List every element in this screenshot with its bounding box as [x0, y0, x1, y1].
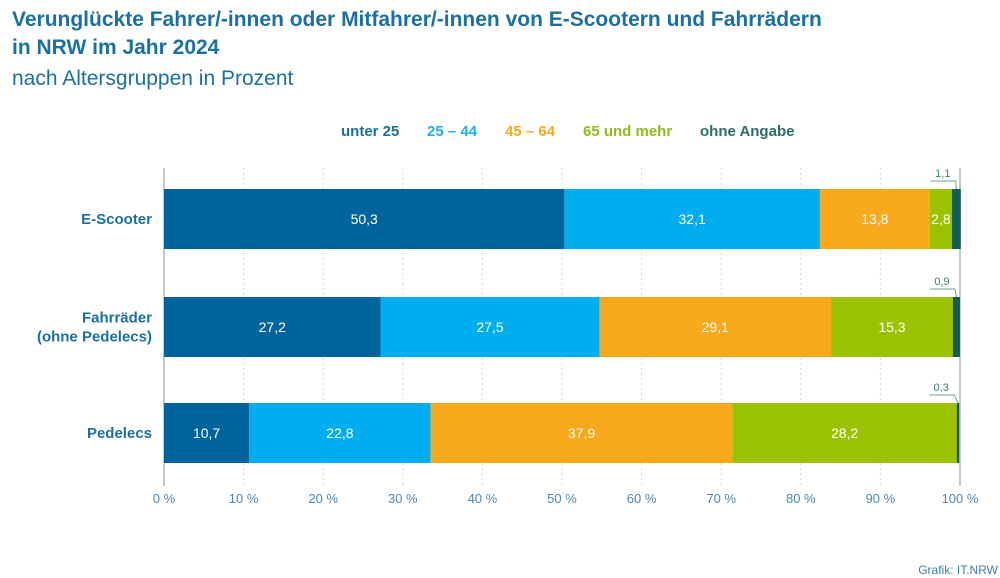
x-tick-label: 80 %: [786, 491, 816, 506]
value-label: 29,1: [702, 319, 729, 335]
bar-segment-4-row-1: [929, 189, 953, 249]
value-label: 15,3: [878, 319, 905, 335]
source-credit: Grafik: IT.NRW: [918, 563, 998, 577]
bar-segment-2-row-2: [380, 297, 600, 357]
legend-item-45-64: 45 – 64: [505, 123, 556, 140]
value-label: 27,2: [259, 319, 286, 335]
value-label: 50,3: [351, 211, 378, 227]
callout-leader-line: [930, 180, 957, 190]
bar-segment-4-row-3: [732, 403, 957, 463]
bar-segment-2-row-3: [249, 403, 431, 463]
x-tick-label: 10 %: [229, 491, 259, 506]
category-label: Pedelecs: [87, 425, 152, 442]
category-labels: E-Scooter Fahrräder (ohne Pedelecs) Pedelec…: [37, 211, 152, 442]
legend-item-65-und-mehr: 65 und mehr: [583, 123, 673, 140]
value-label: 13,8: [861, 211, 888, 227]
category-label: Fahrräder: [82, 310, 152, 327]
value-label: 32,1: [679, 211, 706, 227]
legend-item-unter-25: unter 25: [341, 123, 400, 140]
x-tick-label: 70 %: [706, 491, 736, 506]
bar-segment-4-row-2: [831, 297, 953, 357]
bar-segment-1-row-1: [164, 189, 565, 249]
x-axis-ticks: 0 % 10 % 20 % 30 % 40 % 50 % 60 % 70 % 80 % 90 % 1…: [153, 491, 979, 506]
category-label: (ohne Pedelecs): [37, 329, 152, 346]
x-tick-label: 40 %: [468, 491, 498, 506]
legend-item-25-44: 25 – 44: [427, 123, 478, 140]
value-label: 22,8: [326, 425, 353, 441]
bar-segment-3-row-3: [430, 403, 733, 463]
x-tick-label: 20 %: [308, 491, 338, 506]
chart-subtitle: nach Altersgruppen in Prozent: [12, 67, 294, 90]
bar-segment-1-row-2: [164, 297, 381, 357]
value-label: 37,9: [568, 425, 595, 441]
chart-title-line-1: Verunglückte Fahrer/-innen oder Mitfahre…: [12, 8, 822, 31]
data-labels: 50,3 32,1 13,8 2,8 1,1 27,2 27,5 29,1 15,3 0,9 10,…: [193, 168, 959, 441]
legend-item-ohne-angabe: ohne Angabe: [700, 123, 795, 140]
legend: unter 25 25 – 44 45 – 64 65 und mehr ohn…: [0, 123, 1000, 145]
bars: [164, 189, 961, 463]
value-label: 10,7: [193, 425, 220, 441]
x-tick-label: 90 %: [866, 491, 896, 506]
value-label: 27,5: [476, 319, 503, 335]
x-tick-label: 50 %: [547, 491, 577, 506]
value-label: 28,2: [831, 425, 858, 441]
x-tick-label: 0 %: [153, 491, 176, 506]
bar-segment-3-row-1: [819, 189, 930, 249]
bar-segment-5-row-3: [956, 403, 960, 463]
bar-segment-5-row-2: [952, 297, 960, 357]
bar-segment-3-row-2: [599, 297, 832, 357]
callout-leader-line: [929, 394, 959, 404]
callout-label: 0,9: [934, 276, 949, 288]
bar-segment-2-row-1: [564, 189, 820, 249]
x-tick-label: 100 %: [942, 491, 979, 506]
callout-label: 1,1: [935, 168, 950, 180]
callout-leader-line: [930, 288, 957, 298]
chart-title: Verunglückte Fahrer/-innen oder Mitfahre…: [12, 6, 992, 62]
bar-segment-1-row-3: [164, 403, 250, 463]
bar-segment-5-row-1: [952, 189, 961, 249]
x-tick-label: 30 %: [388, 491, 418, 506]
x-tick-label: 60 %: [627, 491, 657, 506]
callout-label: 0,3: [934, 382, 949, 394]
chart-title-line-2: in NRW im Jahr 2024: [12, 36, 220, 59]
category-label: E-Scooter: [81, 211, 152, 228]
value-label: 2,8: [931, 211, 951, 227]
